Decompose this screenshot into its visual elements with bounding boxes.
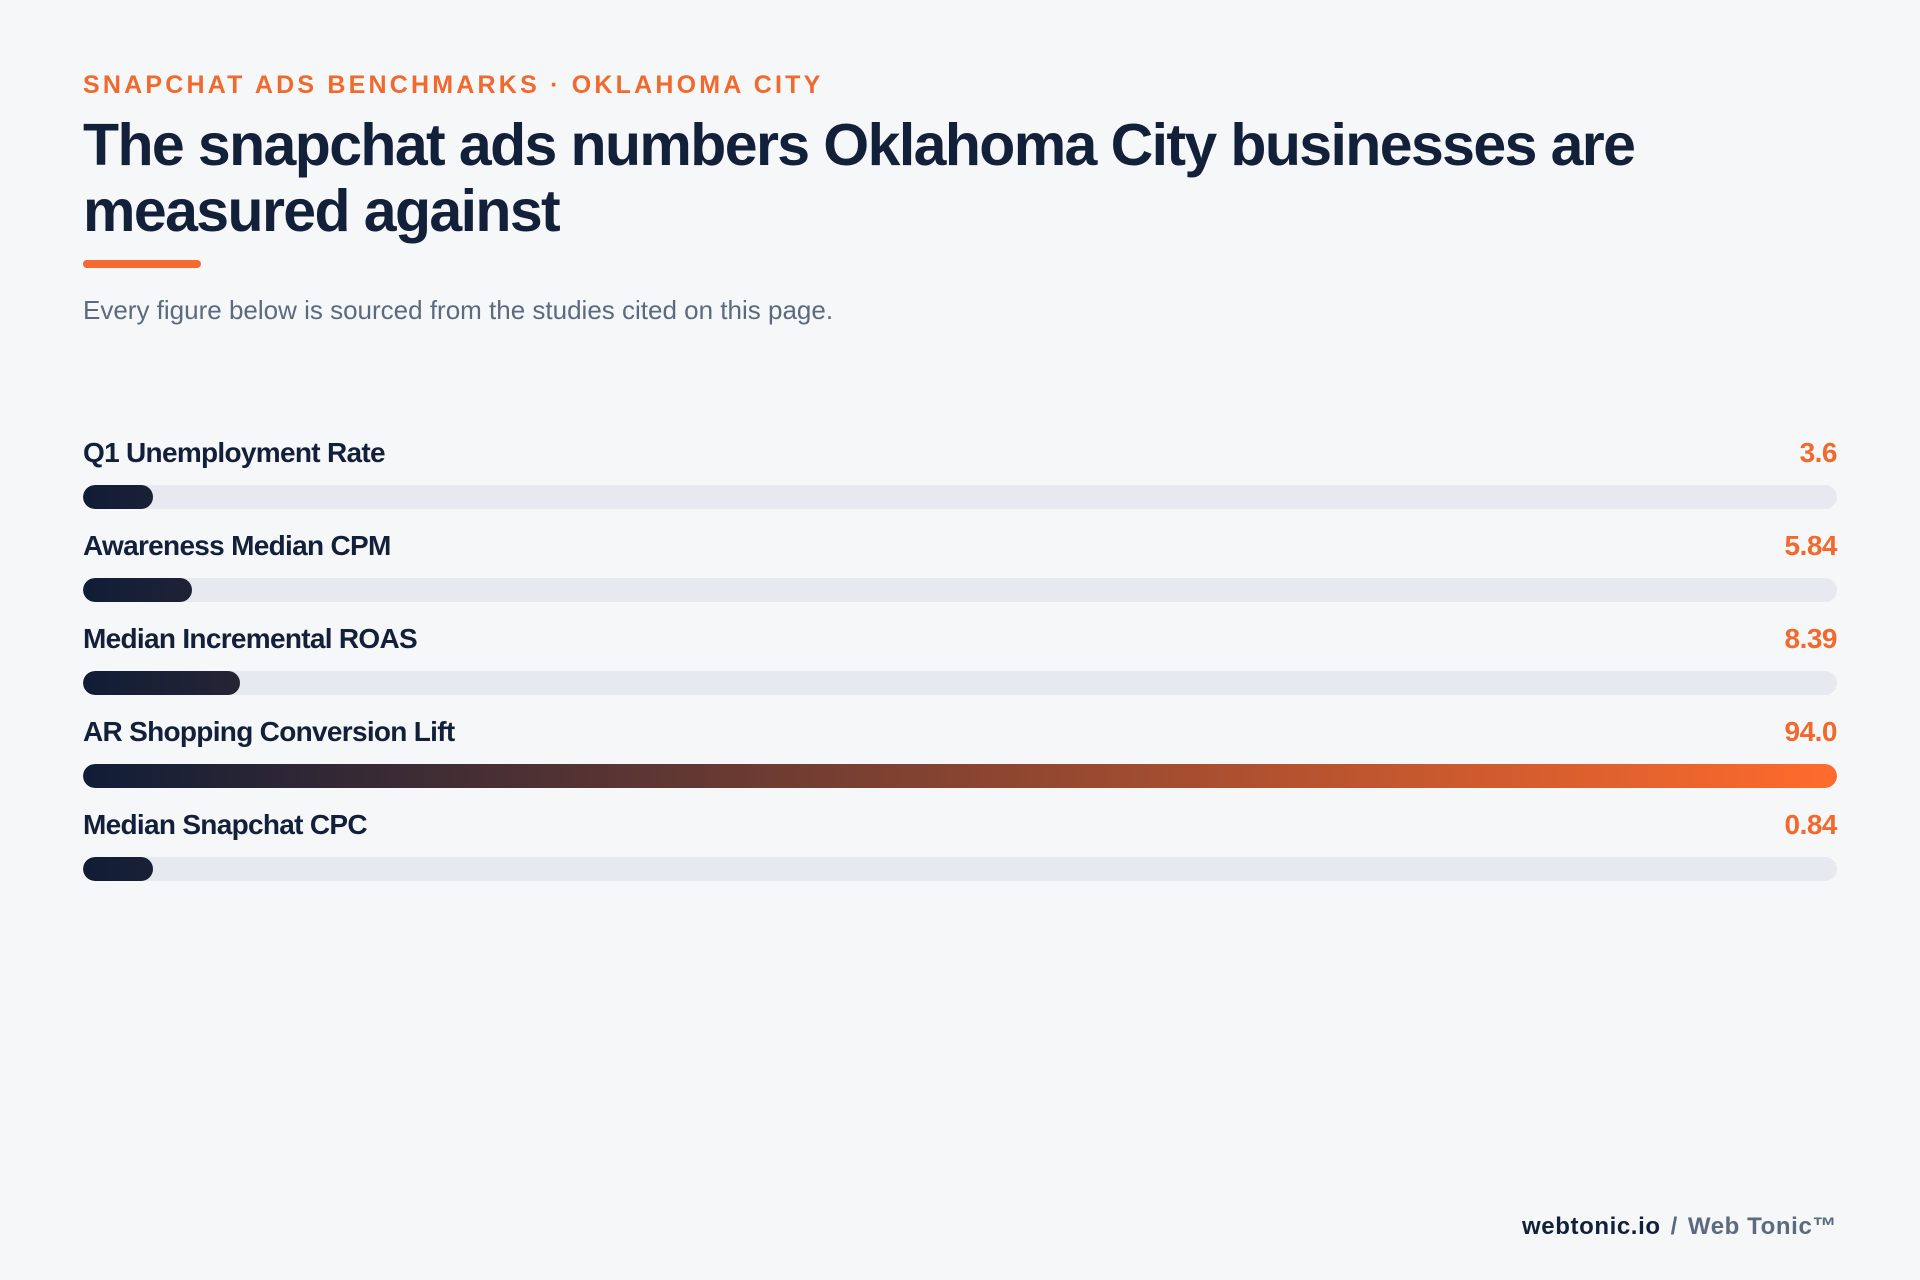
bar-label: Awareness Median CPM <box>83 530 391 561</box>
footer-brand: Web Tonic™ <box>1687 1213 1837 1240</box>
page-subtitle: Every figure below is sourced from the s… <box>83 295 834 325</box>
bar-label: Median Incremental ROAS <box>83 623 418 654</box>
bar-value-label: 0.84 <box>1784 809 1838 840</box>
bar-row: Median Snapchat CPC 0.84 <box>83 809 1837 902</box>
accent-rule <box>83 260 201 268</box>
bar-row: AR Shopping Conversion Lift 94.0 <box>83 716 1837 809</box>
bar-row-header: AR Shopping Conversion Lift 94.0 <box>83 716 1837 756</box>
page-title: The snapchat ads numbers Oklahoma City b… <box>83 112 1636 244</box>
bar <box>83 764 1837 788</box>
bar-row-header: Median Snapchat CPC 0.84 <box>83 809 1837 849</box>
bar-track <box>83 485 1837 509</box>
bar-row-header: Awareness Median CPM 5.84 <box>83 530 1837 570</box>
bar-value-label: 3.6 <box>1799 437 1838 468</box>
bar <box>83 857 154 881</box>
bar <box>83 671 240 695</box>
bar-row-header: Q1 Unemployment Rate 3.6 <box>83 437 1838 477</box>
bar <box>83 485 154 509</box>
bar-chart: Q1 Unemployment Rate 3.6 Awareness Median … <box>83 437 1838 902</box>
bar-track <box>83 578 1837 602</box>
bar-track <box>83 764 1837 788</box>
eyebrow: SNAPCHAT ADS BENCHMARKS · OKLAHOMA CITY <box>83 71 824 99</box>
bar-label: Median Snapchat CPC <box>83 809 368 840</box>
bar-label: Q1 Unemployment Rate <box>83 437 386 468</box>
bar-value-label: 94.0 <box>1784 716 1838 747</box>
bar-row: Median Incremental ROAS 8.39 <box>83 623 1837 716</box>
bar-label: AR Shopping Conversion Lift <box>83 716 455 747</box>
bar-track <box>83 671 1837 695</box>
bar-row: Q1 Unemployment Rate 3.6 <box>83 437 1838 530</box>
bar-track <box>83 857 1837 881</box>
bar-row: Awareness Median CPM 5.84 <box>83 530 1837 623</box>
bar-value-label: 5.84 <box>1784 530 1838 561</box>
bar-row-header: Median Incremental ROAS 8.39 <box>83 623 1837 663</box>
footer-separator: / <box>1670 1213 1678 1240</box>
footer-domain[interactable]: webtonic.io <box>1522 1213 1661 1240</box>
bar-value-label: 8.39 <box>1784 623 1838 654</box>
footer: webtonic.io / Web Tonic™ <box>1522 1212 1837 1242</box>
bar <box>83 578 192 602</box>
